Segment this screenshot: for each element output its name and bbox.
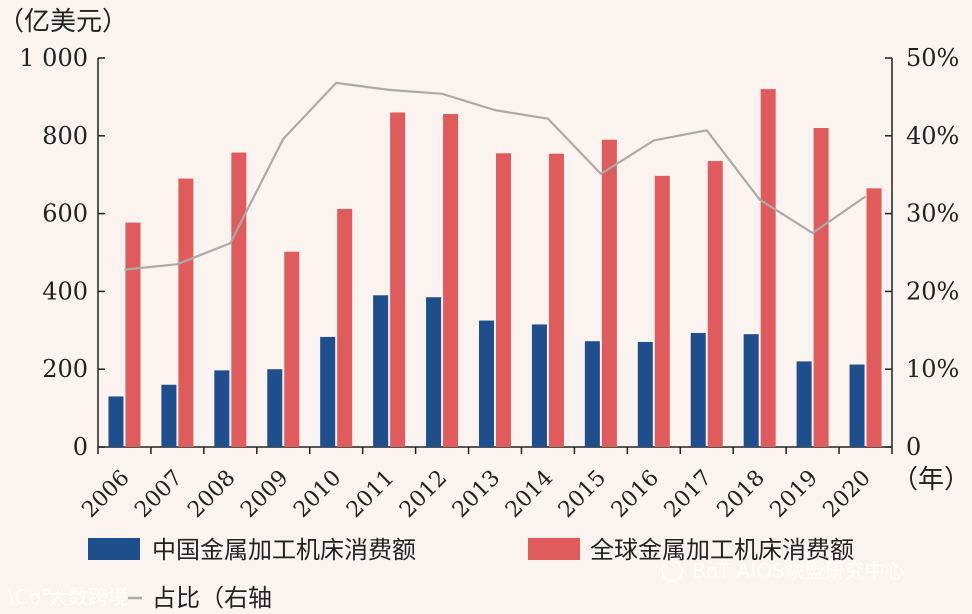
global-bar-2009	[284, 251, 300, 447]
global-bar-2016	[654, 175, 670, 447]
china-bar-2020	[849, 364, 865, 447]
x-axis-unit-label: （年）	[892, 465, 970, 495]
x-tick-label-2011: 2011	[342, 466, 399, 523]
china-bar-2009	[267, 369, 283, 447]
left-axis-unit-label: （亿美元）	[0, 7, 128, 37]
x-tick-label-2015: 2015	[554, 466, 611, 523]
china-bar-2011	[373, 295, 389, 447]
global-bar-2006	[125, 222, 141, 447]
left-tick-label: 0	[73, 433, 88, 461]
legend-swatch-global	[528, 538, 580, 560]
global-bar-2014	[548, 153, 564, 447]
x-tick-label-2006: 2006	[77, 466, 134, 523]
global-bar-2010	[337, 208, 353, 447]
left-tick-label: 200	[42, 355, 88, 383]
watermark-right-text: BoT AIOS联盟研究中心	[692, 559, 905, 583]
global-bar-2017	[707, 161, 723, 447]
x-tick-label-2019: 2019	[766, 466, 823, 523]
china-bar-2007	[161, 384, 177, 447]
x-tick-label-2018: 2018	[713, 466, 770, 523]
x-tick-label-2012: 2012	[395, 466, 452, 523]
right-tick-label: 40%	[906, 122, 959, 150]
global-bar-2008	[231, 152, 247, 448]
china-bar-2019	[796, 361, 812, 447]
china-bar-2014	[531, 324, 547, 447]
china-bar-2006	[108, 396, 124, 447]
china-bar-2010	[320, 336, 336, 447]
china-bar-2013	[479, 320, 494, 447]
legend: 中国金属加工机床消费额 全球金属加工机床消费额 占比（右轴	[88, 536, 854, 612]
china-bar-2015	[584, 341, 600, 447]
bars	[108, 89, 882, 448]
axes	[97, 57, 893, 454]
ratio-line	[124, 81, 867, 271]
x-tick-label-2008: 2008	[183, 466, 240, 523]
left-tick-label: 400	[42, 277, 88, 305]
global-bar-2011	[390, 112, 406, 448]
x-tick-label-2010: 2010	[289, 466, 346, 523]
right-tick-label: 50%	[906, 44, 959, 72]
x-tick-label-2020: 2020	[819, 466, 876, 523]
right-tick-label: 0	[906, 433, 921, 461]
china-bar-2017	[690, 333, 706, 447]
watermark-right: BoT AIOS联盟研究中心	[661, 559, 905, 583]
left-tick-label: 600	[42, 200, 88, 228]
watermark-left-logo-icon: \Co°	[8, 585, 51, 609]
right-tick-label: 30%	[906, 200, 959, 228]
legend-swatch-china	[88, 538, 140, 560]
global-bar-2015	[601, 139, 617, 447]
global-bar-2019	[813, 128, 829, 447]
legend-label-china: 中国金属加工机床消费额	[152, 536, 416, 564]
legend-label-global: 全球金属加工机床消费额	[590, 536, 854, 564]
china-bar-2018	[743, 334, 759, 447]
x-tick-label-2016: 2016	[607, 466, 664, 523]
watermark-left-text: 大数跨境	[48, 585, 128, 609]
global-bar-2018	[760, 89, 776, 448]
x-tick-label-2017: 2017	[660, 466, 717, 523]
left-tick-label: 800	[42, 122, 88, 150]
x-tick-label-2009: 2009	[236, 466, 293, 523]
global-bar-2020	[866, 188, 882, 447]
global-bar-2007	[178, 178, 194, 447]
right-tick-label: 10%	[906, 355, 959, 383]
x-tick-label-2014: 2014	[501, 466, 558, 523]
right-tick-label: 20%	[906, 277, 959, 305]
global-bar-2012	[443, 114, 459, 448]
x-tick-label-2013: 2013	[448, 466, 505, 523]
x-tick-label-2007: 2007	[130, 466, 187, 523]
legend-label-ratio: 占比（右轴	[152, 584, 272, 612]
ratio-series-line	[124, 81, 867, 271]
left-tick-label: 1 000	[19, 44, 88, 72]
watermark-left: \Co° 大数跨境	[8, 585, 128, 609]
wechat-icon	[661, 560, 683, 582]
china-bar-2016	[637, 341, 653, 447]
china-bar-2012	[426, 297, 442, 447]
global-bar-2013	[496, 153, 511, 447]
china-bar-2008	[214, 370, 230, 447]
